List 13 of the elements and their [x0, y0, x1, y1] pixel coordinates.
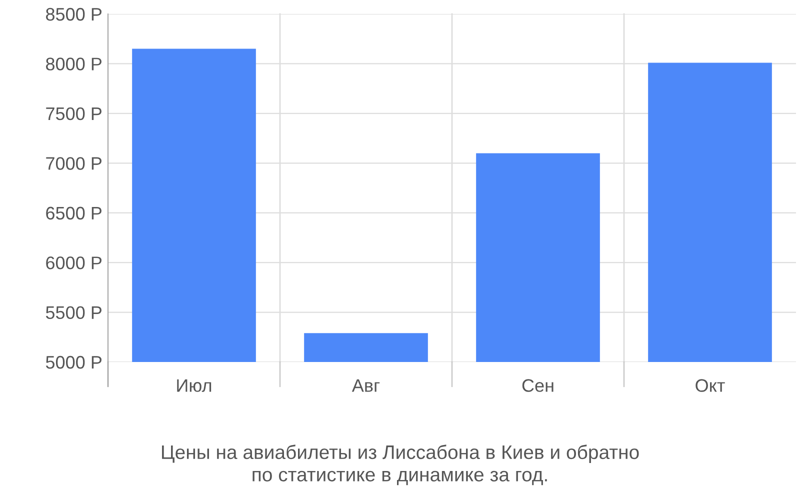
y-tick-label: 7000 Р [46, 157, 102, 170]
x-tick-label: Окт [696, 379, 725, 392]
y-tick-label: 5500 Р [46, 306, 102, 320]
y-tick-label: 7500 Р [46, 107, 102, 120]
y-tick-label: 6500 Р [46, 206, 102, 220]
y-tick-label: 8000 Р [46, 58, 102, 70]
y-tick-label: 6000 Р [46, 256, 102, 270]
x-tick-label: Июл [177, 379, 212, 392]
y-tick-label: 5000 Р [46, 356, 102, 369]
text: Цены на авиабилеты из Лиссабона в Киев и обратно по статистике в динамике за год. [162, 444, 639, 486]
x-tick-label: Авг [352, 379, 380, 392]
x-tick-label: Сен [522, 379, 554, 392]
y-tick-label: 8500 Р [46, 8, 102, 21]
